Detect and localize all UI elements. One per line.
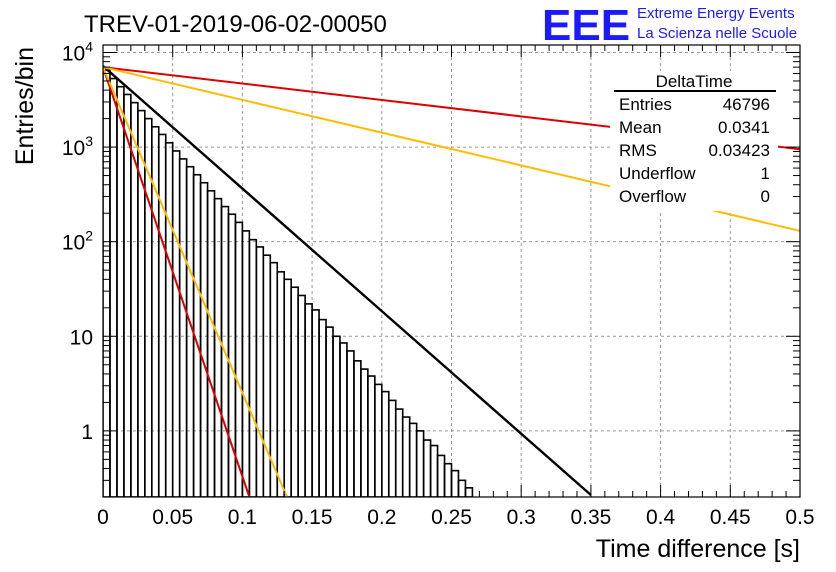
histogram-bin [422,439,432,497]
histogram-bin [116,85,125,497]
histogram-bin [255,246,265,497]
eee-logo-line-1: Extreme Energy Events [637,5,795,22]
histogram-bin [346,350,355,497]
stats-row-value: 0.03423 [709,141,770,160]
stats-row-value: 0 [761,187,770,206]
histogram-bin [283,278,292,497]
chart-title: TREV-01-2019-06-02-00050 [84,11,387,38]
x-tick-label: 0.1 [228,506,257,529]
x-tick-label: 0.3 [507,506,536,529]
histogram-bin [157,133,167,497]
histogram-bin [178,158,188,497]
histogram-bin [374,383,383,497]
histogram-bin [262,254,272,497]
histogram-bin [276,271,286,497]
histogram-bin [429,444,439,497]
histogram-bin [248,238,258,497]
y-tick-label: 104 [62,38,93,65]
histogram-bin [464,487,474,497]
stats-row-label: Overflow [619,187,687,206]
histogram-bin [234,221,244,497]
y-tick-label: 1 [81,421,93,444]
eee-logo-line-2: La Scienza nelle Scuole [637,25,797,42]
histogram-bin [394,408,404,497]
x-tick-label: 0.5 [785,506,814,529]
x-tick-label: 0 [97,506,109,529]
histogram-bin [380,390,390,497]
histogram-bin [164,142,174,497]
histogram-bin [325,326,334,497]
x-tick-labels: 0 0.05 0.1 0.15 0.2 0.25 0.3 0.35 0.4 0.45 0.5 [97,506,814,529]
histogram-bin [171,150,181,497]
stats-title: DeltaTime [656,72,733,91]
fit-curve [103,66,251,497]
histogram-bin [360,368,369,497]
axis-ticks [102,45,801,498]
histogram-bins [103,69,474,497]
histogram-bin [401,416,411,497]
x-tick-label: 0.35 [570,506,611,529]
y-tick-label: 10 [70,326,93,349]
histogram-bin [443,462,453,497]
histogram-bin [199,181,209,497]
histogram-bin [241,230,251,497]
stats-row-value: 46796 [723,95,770,114]
histogram-bin [339,342,348,497]
x-tick-label: 0.4 [646,506,676,529]
eee-logo-mark: EEE [542,1,630,50]
histogram-bin [450,469,460,497]
histogram-bin [353,360,362,497]
y-tick-label: 103 [62,133,93,160]
x-tick-label: 0.05 [152,506,193,529]
stats-row-label: Underflow [619,164,696,183]
histogram-bin [318,318,327,497]
fit-curve [103,65,592,496]
histogram-bin [457,479,467,497]
histogram-bin [290,286,299,497]
histogram-bin [103,69,111,497]
stats-row-label: Mean [619,118,662,137]
histogram-bin [206,190,216,497]
stats-row-label: RMS [619,141,657,160]
x-axis-title: Time difference [s] [596,535,800,563]
histogram-bin [436,454,446,497]
x-tick-label: 0.45 [710,506,751,529]
stats-row-label: Entries [619,95,672,114]
histogram-bin [213,197,223,497]
histogram-bin [387,399,397,497]
stats-box: DeltaTime Entries 46796 Mean 0.0341 RMS 0.034… [610,71,778,211]
histogram-bin [408,422,418,497]
x-tick-label: 0.15 [292,506,333,529]
y-tick-labels: 1 10 102 103 104 [62,38,93,443]
histogram-bin [304,303,313,497]
histogram-bin [415,430,425,497]
y-tick-label: 102 [62,228,93,255]
histogram-bin [109,77,118,497]
x-tick-label: 0.2 [367,506,396,529]
fit-curve [103,66,288,497]
y-axis-title: Entries/bin [11,47,39,165]
histogram-bin [311,309,320,497]
histogram-bin [137,109,146,497]
histogram-bin [123,93,132,497]
histogram-bin [367,375,376,497]
histogram-bin [297,294,306,497]
x-tick-label: 0.25 [431,506,472,529]
stats-row-value: 0.0341 [718,118,770,137]
stats-row-value: 1 [761,164,770,183]
histogram-bin [332,335,341,497]
